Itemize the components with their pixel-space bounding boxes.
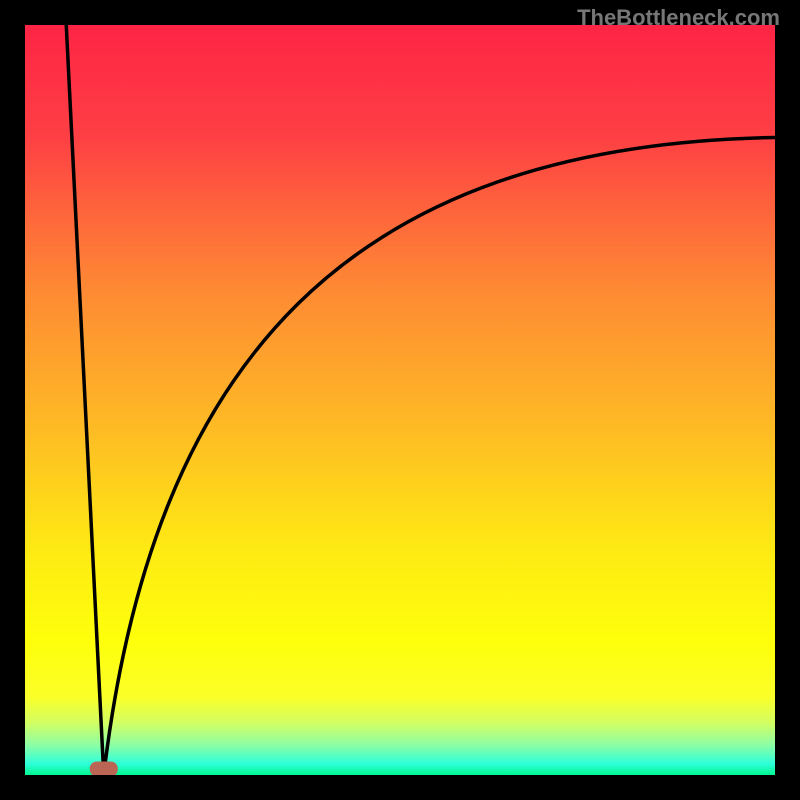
chart-svg: [25, 25, 775, 775]
watermark-text: TheBottleneck.com: [577, 5, 780, 31]
optimal-point-marker: [90, 762, 118, 776]
chart-plot-area: [25, 25, 775, 775]
gradient-background: [25, 25, 775, 775]
